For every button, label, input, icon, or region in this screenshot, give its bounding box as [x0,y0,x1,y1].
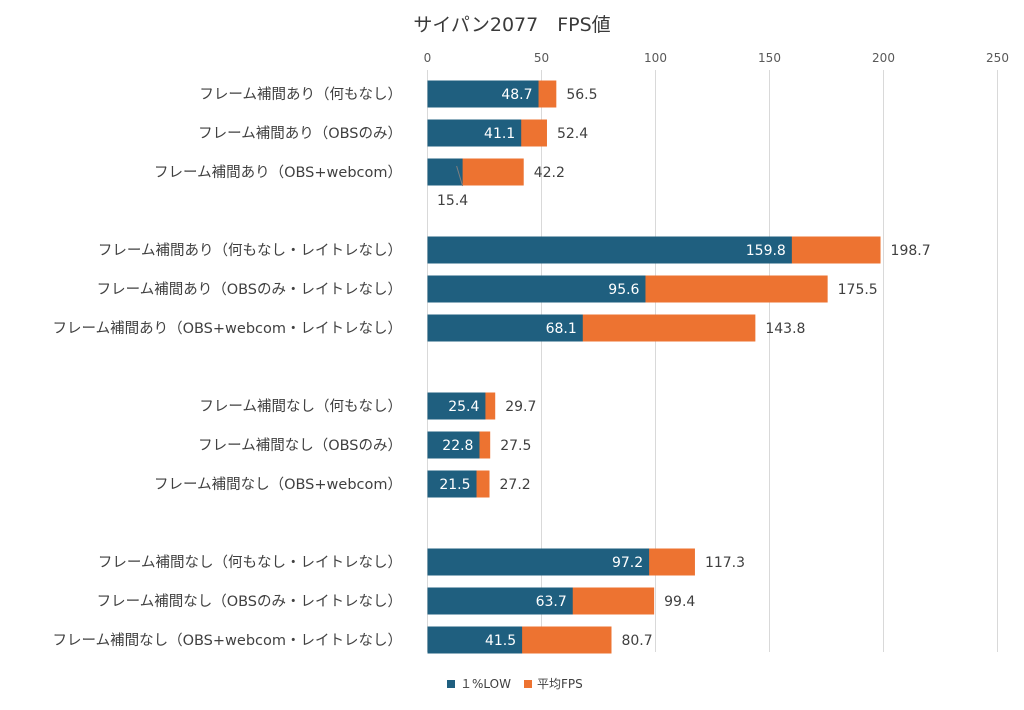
bar-1pct-low [427,548,650,576]
data-label-1pct-low: 21.5 [439,477,470,493]
category-label: フレーム補間なし（OBS+webcom・レイトレなし） [53,632,402,649]
data-label-avg-fps: 117.3 [705,555,745,571]
data-label-1pct-low: 41.5 [485,633,516,649]
category-label: フレーム補間あり（OBSのみ） [198,125,402,142]
bar-1pct-low [427,470,477,498]
legend-label-avg-fps: 平均FPS [537,677,583,691]
leader-line [456,165,464,187]
chart-title: サイパン2077 FPS値 [413,14,610,36]
bar-1pct-low [427,236,792,264]
data-label-1pct-low: 48.7 [501,87,532,103]
category-label: フレーム補間あり（何もなし） [199,86,402,103]
data-label-avg-fps: 198.7 [891,243,931,259]
data-label-avg-fps: 56.5 [566,87,597,103]
category-label: フレーム補間なし（何もなし・レイトレなし） [98,554,402,571]
bar-1pct-low [427,314,583,342]
bar-1pct-low [427,626,523,654]
bar-1pct-low [427,158,463,186]
legend-swatch-avg-fps [524,680,532,688]
data-label-1pct-low: 15.4 [437,193,468,209]
category-label: フレーム補間なし（何もなし） [199,398,402,415]
legend-swatch-1pct-low [447,680,455,688]
x-tick-label-250: 250 [986,51,1009,65]
data-label-avg-fps: 27.2 [500,477,531,493]
data-label-1pct-low: 63.7 [536,594,567,610]
data-label-1pct-low: 97.2 [612,555,643,571]
data-label-avg-fps: 99.4 [664,594,695,610]
data-label-avg-fps: 29.7 [505,399,536,415]
category-label: フレーム補間なし（OBSのみ・レイトレなし） [97,593,402,610]
x-tick-label-50: 50 [534,51,549,65]
category-label: フレーム補間あり（OBSのみ・レイトレなし） [97,281,402,298]
category-label: フレーム補間あり（何もなし・レイトレなし） [98,242,402,259]
data-label-1pct-low: 41.1 [484,126,515,142]
data-label-1pct-low: 25.4 [448,399,479,415]
category-label: フレーム補間なし（OBS+webcom） [154,476,402,493]
data-label-avg-fps: 80.7 [621,633,652,649]
data-label-avg-fps: 42.2 [534,165,565,181]
category-label: フレーム補間なし（OBSのみ） [198,437,402,454]
data-label-avg-fps: 27.5 [500,438,531,454]
data-label-avg-fps: 143.8 [765,321,805,337]
x-tick-label-150: 150 [758,51,781,65]
x-tick-label-0: 0 [424,51,432,65]
data-label-avg-fps: 175.5 [838,282,878,298]
data-label-avg-fps: 52.4 [557,126,588,142]
category-label: フレーム補間あり（OBS+webcom・レイトレなし） [53,320,402,337]
data-label-1pct-low: 95.6 [608,282,639,298]
x-tick-label-200: 200 [872,51,895,65]
data-label-1pct-low: 159.8 [746,243,786,259]
legend-label-1pct-low: １%LOW [460,677,511,691]
bar-1pct-low [427,392,486,420]
x-tick-label-100: 100 [644,51,667,65]
bar-1pct-low [427,587,573,615]
data-label-1pct-low: 22.8 [442,438,473,454]
category-label: フレーム補間あり（OBS+webcom） [154,164,402,181]
data-label-1pct-low: 68.1 [546,321,577,337]
bar-1pct-low [427,119,522,147]
bar-1pct-low [427,431,480,459]
bar-1pct-low [427,275,646,303]
bar-1pct-low [427,80,539,108]
